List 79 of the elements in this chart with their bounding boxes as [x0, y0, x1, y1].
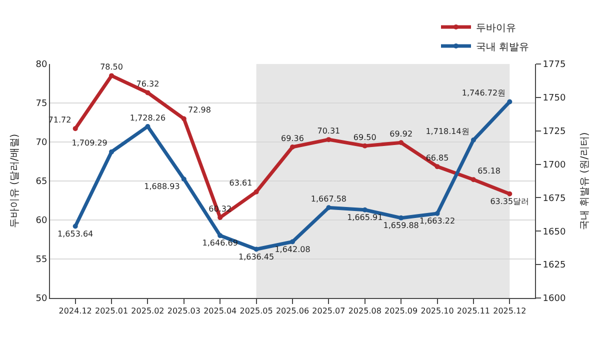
- y2-tick-label: 1625: [542, 260, 566, 271]
- point: [470, 177, 476, 182]
- data-label: 70.31: [317, 126, 340, 136]
- data-label: 69.92: [390, 129, 413, 138]
- x-tick-label: 2025.08: [348, 306, 382, 316]
- point: [470, 138, 476, 143]
- data-label: 72.98: [188, 106, 211, 115]
- x-tick-label: 2025.11: [456, 306, 490, 316]
- x-tick-label: 2025.10: [420, 306, 454, 316]
- point: [72, 224, 78, 229]
- y2-tick-label: 1675: [542, 194, 566, 204]
- legend-label: 두바이유: [476, 22, 516, 34]
- point: [434, 164, 440, 170]
- data-label: 1,653.64: [58, 229, 94, 238]
- data-label: 69.36: [281, 134, 304, 143]
- y2-axis-title: 국내 휘발유 (원/리터): [579, 132, 590, 230]
- data-label: 78.50: [100, 62, 123, 72]
- data-label: 1,663.22: [419, 216, 456, 226]
- y-tick-label: 80: [36, 60, 48, 70]
- data-label: 1,718.14원: [426, 126, 470, 136]
- y-tick-label: 75: [36, 99, 48, 110]
- point: [254, 189, 259, 194]
- point: [434, 210, 440, 216]
- point: [181, 176, 186, 182]
- y2-tick-label: 1600: [542, 294, 566, 304]
- y2-tick-label: 1750: [542, 94, 566, 104]
- data-label: 1,728.26: [130, 113, 166, 122]
- data-label: 1,667.58: [310, 194, 347, 204]
- y2-tick-label: 1700: [542, 160, 566, 170]
- point: [507, 191, 512, 196]
- x-tick-label: 2025.05: [240, 306, 273, 316]
- y-axis-title: 두바이유 (달러/배럴): [10, 134, 21, 228]
- data-label: 66.85: [426, 153, 449, 162]
- data-label: 69.50: [353, 132, 376, 142]
- x-tick-label: 2025.01: [94, 306, 128, 316]
- y-tick-label: 65: [36, 177, 48, 188]
- point: [218, 233, 223, 238]
- x-tick-label: 2025.02: [131, 306, 164, 316]
- data-label: 63.61: [229, 178, 252, 188]
- point: [507, 99, 512, 104]
- data-label: 71.72: [48, 115, 72, 124]
- data-label: 1,646.69: [202, 238, 238, 248]
- x-tick-label: 2025.04: [204, 306, 237, 316]
- y2-tick-label: 1725: [542, 127, 566, 138]
- point: [398, 140, 404, 146]
- data-label: 1,659.88: [383, 221, 419, 230]
- point: [145, 90, 150, 96]
- x-tick-label: 2025.12: [493, 306, 526, 316]
- y-tick-label: 70: [36, 138, 48, 148]
- data-label: 1,746.72원: [462, 88, 506, 98]
- point: [362, 143, 368, 148]
- y-tick-label: 50: [36, 294, 48, 304]
- point: [290, 144, 295, 150]
- point: [290, 239, 295, 244]
- y2-tick-label: 1775: [542, 60, 566, 70]
- data-label: 1,665.91: [347, 212, 383, 222]
- point: [181, 116, 186, 122]
- point: [109, 73, 114, 78]
- y-tick-label: 55: [36, 255, 48, 266]
- x-tick-label: 2025.07: [312, 306, 346, 316]
- point: [326, 205, 332, 210]
- point: [72, 126, 78, 132]
- x-tick-label: 2024.12: [58, 306, 92, 316]
- x-tick-label: 2025.03: [167, 306, 200, 316]
- y-tick-label: 60: [36, 216, 48, 226]
- data-label: 63.35달러: [490, 196, 530, 206]
- data-label: 1,709.29: [72, 138, 108, 148]
- data-label: 65.18: [478, 166, 500, 176]
- legend-label: 국내 휘발유: [476, 42, 530, 53]
- y2-tick-label: 1650: [542, 227, 566, 238]
- point: [254, 246, 259, 252]
- data-label: 1,636.45: [238, 252, 274, 262]
- point: [109, 149, 114, 154]
- data-label: 1,642.08: [274, 244, 310, 254]
- data-label: 1,688.93: [144, 182, 180, 192]
- point: [326, 137, 332, 142]
- x-tick-label: 2025.06: [276, 306, 310, 316]
- x-tick-label: 2025.09: [384, 306, 418, 316]
- data-label: 76.32: [136, 80, 160, 89]
